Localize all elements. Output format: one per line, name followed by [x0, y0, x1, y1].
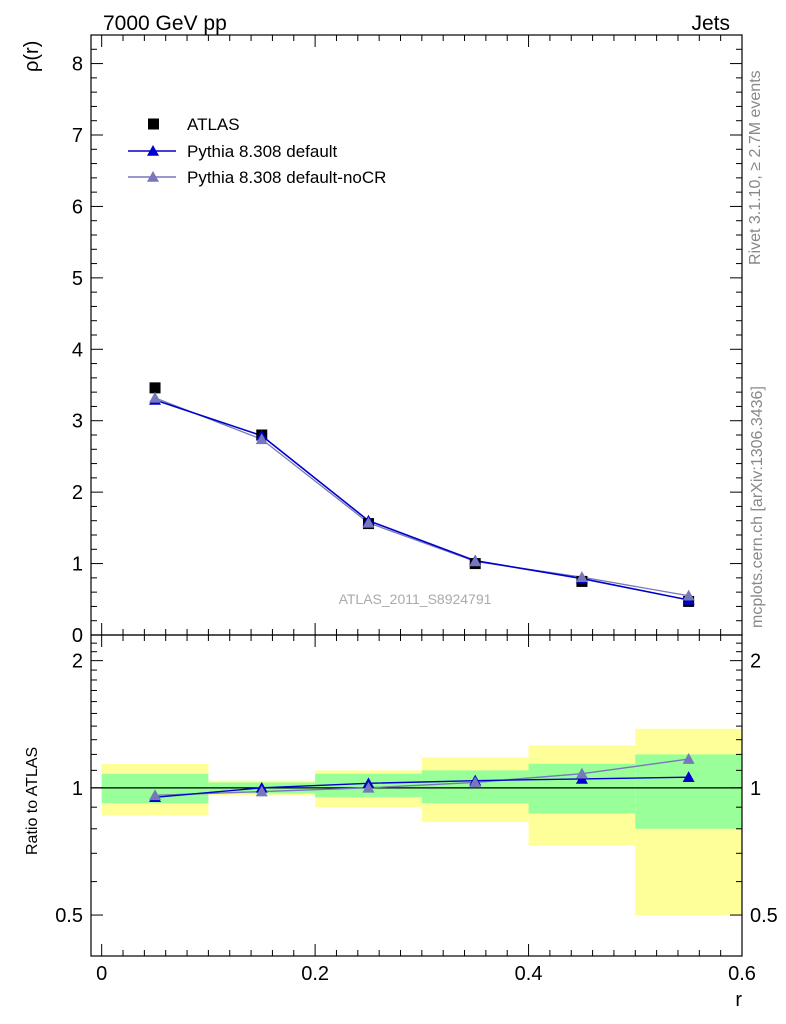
- ratio-pythia-nocr-point: [469, 776, 482, 788]
- series-line-pythia-nocr: [154, 397, 689, 597]
- main-panel: 0 1 2 3 4 5 6 7 8 ρ(r) ATLAS Pythia 8.308 default Py…: [21, 34, 743, 647]
- ratio-pythia-nocr-point: [149, 789, 162, 801]
- ratio-y-axis-label: Ratio to ATLAS: [24, 747, 41, 855]
- atlas-point: [149, 382, 161, 394]
- ratio-band-inner: [635, 754, 742, 829]
- y-tick-label: 8: [72, 54, 83, 76]
- ratio-y-tick-label: 1: [72, 778, 83, 800]
- legend-marker: [147, 145, 159, 156]
- ratio-y-tick-label: 0.5: [55, 905, 83, 927]
- legend-label: Pythia 8.308 default: [187, 142, 338, 161]
- y-tick-label: 0: [72, 625, 83, 647]
- pythia-nocr-point: [362, 516, 375, 528]
- analysis-label: ATLAS_2011_S8924791: [339, 591, 492, 607]
- y-tick-label: 2: [72, 482, 83, 504]
- ratio-y-tick-label-right: 2: [750, 651, 761, 673]
- legend-marker: [147, 171, 159, 182]
- ratio-y-tick-label: 2: [72, 651, 83, 673]
- pythia-nocr-point: [149, 391, 162, 403]
- ratio-pythia-nocr-point: [575, 767, 588, 779]
- x-tick-label: 0.2: [301, 963, 329, 985]
- y-tick-label: 7: [72, 125, 83, 147]
- ratio-frame: [90, 634, 743, 957]
- mcplots-label: mcplots.cern.ch [arXiv:1306.3436]: [749, 386, 766, 628]
- y-tick-label: 4: [72, 339, 83, 361]
- y-tick-label: 3: [72, 411, 83, 433]
- pythia-nocr-point: [575, 571, 588, 582]
- y-tick-label: 5: [72, 268, 83, 290]
- ratio-pythia-nocr-point: [362, 781, 375, 793]
- x-tick-label: 0.6: [728, 963, 756, 985]
- ratio-line-pythia-nocr: [155, 758, 689, 797]
- ratio-panel: 0 0.2 0.4 0.6 r 0.5 0.5 1 1 2 2 Ratio to ATLAS: [24, 634, 778, 1011]
- series-line-pythia-default: [154, 399, 689, 601]
- ratio-y-tick-label-right: 0.5: [750, 905, 778, 927]
- legend: ATLAS Pythia 8.308 default Pythia 8.308 de…: [128, 115, 386, 187]
- x-axis-label: r: [735, 989, 742, 1011]
- pythia-nocr-point: [469, 555, 482, 567]
- pythia-nocr-point: [682, 589, 695, 601]
- ratio-pythia-default-point: [682, 771, 695, 782]
- header-left: 7000 GeV pp: [103, 12, 227, 35]
- pythia-nocr-point: [255, 433, 268, 445]
- y-axis-label: ρ(r): [21, 41, 43, 72]
- x-tick-label: 0: [96, 963, 107, 985]
- legend-label: ATLAS: [187, 115, 240, 134]
- rivet-label: Rivet 3.1.10, ≥ 2.7M events: [747, 70, 764, 265]
- y-tick-label: 1: [72, 554, 83, 576]
- ratio-pythia-nocr-point: [255, 785, 268, 797]
- ratio-line-pythia-default: [154, 776, 689, 798]
- y-tick-label: 6: [72, 196, 83, 218]
- x-tick-label: 0.4: [515, 963, 543, 985]
- ratio-pythia-nocr-point: [682, 753, 695, 764]
- header-right: Jets: [691, 12, 730, 35]
- legend-marker-atlas: [148, 118, 159, 130]
- legend-label: Pythia 8.308 default-noCR: [187, 168, 386, 187]
- ratio-y-tick-label-right: 1: [750, 778, 761, 800]
